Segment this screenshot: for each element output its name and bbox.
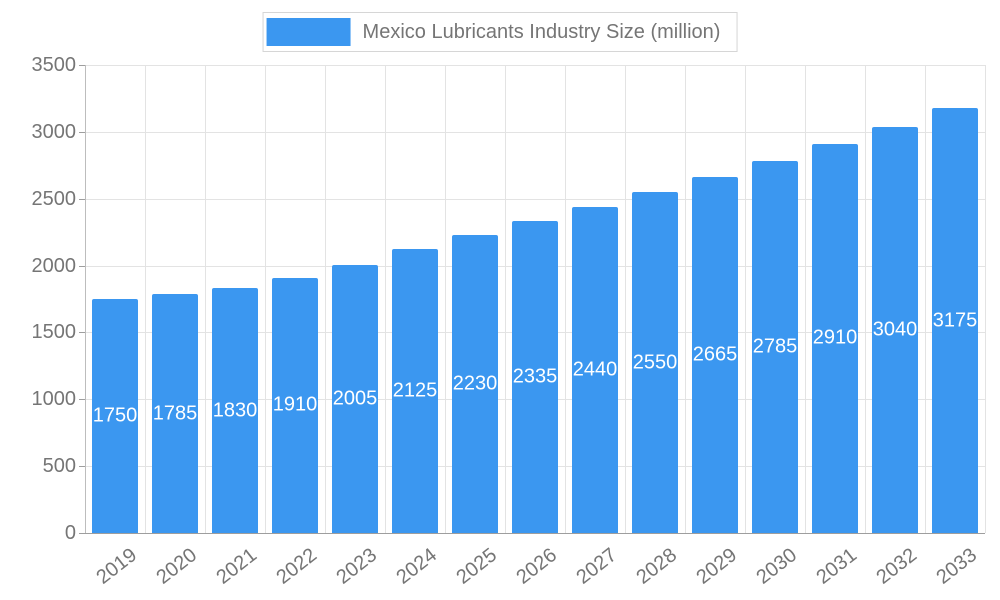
v-gridline — [925, 65, 926, 533]
bar-2022 — [272, 277, 318, 533]
bar-value-label: 1910 — [272, 393, 318, 416]
x-tick-label: 2031 — [811, 544, 861, 589]
y-axis-line — [85, 65, 86, 533]
v-gridline — [205, 65, 206, 533]
v-gridline — [625, 65, 626, 533]
x-tick-label: 2023 — [331, 544, 381, 589]
x-tick-label: 2022 — [271, 544, 321, 589]
y-tick-mark — [79, 65, 85, 66]
y-tick-label: 3000 — [31, 120, 77, 143]
bar-2025 — [452, 234, 498, 533]
v-gridline — [445, 65, 446, 533]
x-tick-label: 2033 — [931, 544, 981, 589]
v-gridline — [565, 65, 566, 533]
bar-2024 — [392, 248, 438, 533]
x-tick-label: 2025 — [451, 544, 501, 589]
x-tick-label: 2019 — [91, 544, 141, 589]
bar-2027 — [572, 206, 618, 533]
v-gridline — [385, 65, 386, 533]
x-tick-label: 2029 — [691, 544, 741, 589]
bar-2026 — [512, 220, 558, 533]
y-tick-label: 2000 — [31, 254, 77, 277]
bar-value-label: 2910 — [812, 326, 858, 349]
bar-value-label: 2335 — [512, 365, 558, 388]
bar-2031 — [812, 143, 858, 533]
x-tick-label: 2024 — [391, 544, 441, 589]
bar-value-label: 2005 — [332, 387, 378, 410]
y-tick-mark — [79, 533, 85, 534]
plot-area: 1750 1785 1830 1910 2005 2125 2230 2335 2440 2550… — [79, 65, 986, 534]
bar-2019 — [92, 299, 138, 533]
bar-2029 — [692, 176, 738, 533]
x-tick-label: 2032 — [871, 544, 921, 589]
y-tick-label: 2500 — [31, 187, 77, 210]
bar-value-label: 2665 — [692, 343, 738, 366]
bar-value-label: 3175 — [932, 309, 978, 332]
v-gridline — [685, 65, 686, 533]
bar-value-label: 3040 — [872, 318, 918, 341]
y-tick-label: 0 — [64, 522, 76, 544]
y-tick-label: 1500 — [31, 321, 77, 344]
v-gridline — [805, 65, 806, 533]
y-tick-mark — [79, 131, 85, 133]
bar-value-label: 1750 — [92, 404, 138, 427]
y-tick-mark — [79, 332, 85, 334]
bar-value-label: 2440 — [572, 358, 618, 381]
bar-2020 — [152, 294, 198, 533]
bar-2028 — [632, 192, 678, 533]
bar-2021 — [212, 288, 258, 533]
x-axis-line — [85, 533, 985, 534]
x-tick-label: 2020 — [151, 544, 201, 589]
bar-2032 — [872, 126, 918, 533]
bar-2033 — [932, 108, 978, 533]
x-tick-label: 2030 — [751, 544, 801, 589]
bar-value-label: 1785 — [152, 402, 198, 425]
y-tick-label: 500 — [42, 455, 76, 478]
y-tick-mark — [79, 466, 85, 468]
y-tick-mark — [79, 265, 85, 267]
v-gridline — [145, 65, 146, 533]
bar-2023 — [332, 264, 378, 533]
v-gridline — [325, 65, 326, 533]
legend: Mexico Lubricants Industry Size (million… — [262, 12, 738, 52]
bar-value-label: 2785 — [752, 335, 798, 358]
v-gridline — [865, 65, 866, 533]
x-tick-label: 2026 — [511, 544, 561, 589]
bar-2030 — [752, 160, 798, 533]
bar-value-label: 2550 — [632, 351, 678, 374]
y-tick-label: 1000 — [31, 388, 77, 411]
legend-label: Mexico Lubricants Industry Size (million… — [362, 20, 721, 43]
y-tick-label: 3500 — [31, 54, 77, 76]
h-gridline — [85, 65, 985, 66]
v-gridline — [505, 65, 506, 533]
y-tick-mark — [79, 399, 85, 401]
h-gridline — [85, 131, 985, 133]
v-gridline — [745, 65, 746, 533]
bar-value-label: 1830 — [212, 399, 258, 422]
legend-swatch-icon — [266, 18, 351, 46]
bar-value-label: 2230 — [452, 372, 498, 395]
x-axis: 2019 2020 2021 2022 2023 2024 2025 2026 2027 2028… — [85, 538, 985, 600]
bar-value-label: 2125 — [392, 379, 438, 402]
v-gridline — [265, 65, 266, 533]
x-tick-label: 2027 — [571, 544, 621, 589]
x-tick-label: 2028 — [631, 544, 681, 589]
y-tick-mark — [79, 198, 85, 200]
h-gridline — [85, 198, 985, 200]
v-gridline — [985, 65, 986, 533]
y-axis: 0 500 1000 1500 2000 2500 3000 3500 — [0, 0, 77, 600]
x-tick-label: 2021 — [211, 544, 261, 589]
